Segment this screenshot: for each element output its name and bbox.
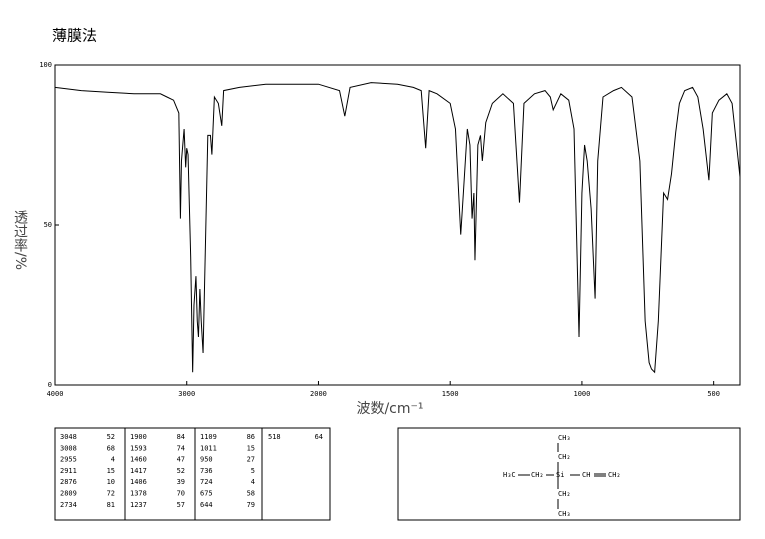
peak-wavenumber: 724 [200, 478, 213, 486]
peak-table-frame [54, 427, 331, 521]
peak-transmittance: 15 [247, 444, 255, 452]
atom: CH₂ [558, 453, 571, 461]
peak-wavenumber: 2876 [60, 478, 77, 486]
bonds [518, 443, 606, 509]
peak-wavenumber: 2809 [60, 490, 77, 498]
x-tick-label: 1000 [573, 390, 590, 398]
peak-wavenumber: 1900 [130, 433, 147, 441]
plot-frame [54, 64, 741, 386]
peak-wavenumber: 1417 [130, 467, 147, 475]
structure: CH₃ CH₂ H₃C CH₂ Si CH CH₂ CH₂ CH₃ [503, 434, 621, 518]
structure-frame [397, 427, 741, 521]
atom: H₃C [503, 471, 516, 479]
peak-transmittance: 70 [177, 490, 185, 498]
spectrum-line [54, 82, 741, 374]
y-axis-label: 透过率/% [12, 210, 28, 270]
peak-transmittance: 79 [247, 501, 255, 509]
peak-wavenumber: 736 [200, 467, 213, 475]
x-tick-label: 4000 [47, 390, 64, 398]
x-tick-label: 2000 [310, 390, 327, 398]
y-tick-label: 100 [39, 61, 52, 69]
peak-transmittance: 47 [177, 456, 185, 464]
peak-transmittance: 27 [247, 456, 255, 464]
peak-wavenumber: 1406 [130, 478, 147, 486]
peak-transmittance: 4 [111, 456, 115, 464]
atom: CH₃ [558, 434, 571, 442]
peak-transmittance: 10 [107, 478, 115, 486]
atom: CH₂ [531, 471, 544, 479]
chart-title: 薄膜法 [52, 27, 97, 45]
x-tick-label: 500 [707, 390, 720, 398]
x-tick-label: 3000 [178, 390, 195, 398]
peak-wavenumber: 518 [268, 433, 281, 441]
atom: CH [582, 471, 590, 479]
peak-transmittance: 39 [177, 478, 185, 486]
peak-transmittance: 81 [107, 501, 115, 509]
peak-wavenumber: 644 [200, 501, 213, 509]
peak-wavenumber: 2734 [60, 501, 77, 509]
peak-transmittance: 52 [177, 467, 185, 475]
peak-wavenumber: 1378 [130, 490, 147, 498]
peak-wavenumber: 2955 [60, 456, 77, 464]
y-tick-label: 50 [44, 221, 52, 229]
peak-transmittance: 57 [177, 501, 185, 509]
peak-wavenumber: 1237 [130, 501, 147, 509]
peak-transmittance: 5 [251, 467, 255, 475]
peak-transmittance: 15 [107, 467, 115, 475]
atom: Si [556, 471, 564, 479]
peak-wavenumber: 3048 [60, 433, 77, 441]
atom: CH₃ [558, 510, 571, 518]
peak-transmittance: 4 [251, 478, 255, 486]
peak-wavenumber: 2911 [60, 467, 77, 475]
peak-wavenumber: 675 [200, 490, 213, 498]
peak-transmittance: 86 [247, 433, 255, 441]
peak-wavenumber: 1593 [130, 444, 147, 452]
atom: CH₂ [558, 490, 571, 498]
peak-wavenumber: 3008 [60, 444, 77, 452]
peak-wavenumber: 1011 [200, 444, 217, 452]
peak-transmittance: 58 [247, 490, 255, 498]
peak-wavenumber: 1460 [130, 456, 147, 464]
atom: CH₂ [608, 471, 621, 479]
peak-transmittance: 74 [177, 444, 185, 452]
y-tick-label: 0 [48, 381, 52, 389]
peak-transmittance: 84 [177, 433, 185, 441]
peak-transmittance: 52 [107, 433, 115, 441]
x-axis-label: 波数/cm⁻¹ [356, 401, 423, 417]
peak-transmittance: 72 [107, 490, 115, 498]
x-tick-label: 1500 [442, 390, 459, 398]
peak-transmittance: 68 [107, 444, 115, 452]
peak-wavenumber: 950 [200, 456, 213, 464]
peak-transmittance: 64 [315, 433, 323, 441]
peak-wavenumber: 1109 [200, 433, 217, 441]
